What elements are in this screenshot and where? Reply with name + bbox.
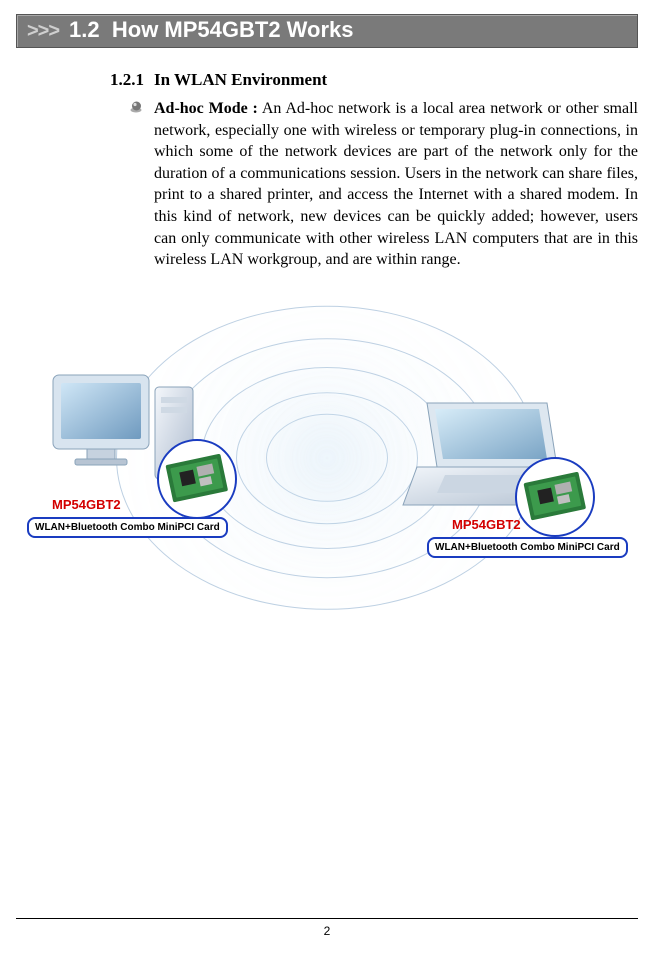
- body-text: An Ad-hoc network is a local area networ…: [154, 100, 638, 268]
- subsection-body-row: Ad-hoc Mode : An Ad-hoc network is a loc…: [16, 98, 638, 271]
- card-callout: WLAN+Bluetooth Combo MiniPCI Card: [27, 517, 228, 538]
- body-lead: Ad-hoc Mode :: [154, 100, 258, 117]
- header-title: 1.2 How MP54GBT2 Works: [69, 17, 353, 42]
- device-laptop: MP54GBT2 WLAN+Bluetooth Combo MiniPCI Ca…: [397, 397, 607, 532]
- product-label: MP54GBT2: [52, 497, 121, 512]
- bullet-icon: [130, 100, 144, 112]
- subsection-heading: 1.2.1 In WLAN Environment: [16, 70, 638, 90]
- header-chevrons: >>>: [27, 20, 59, 42]
- bullet-cell: [16, 98, 154, 118]
- subsection-title: In WLAN Environment: [154, 70, 327, 90]
- subsection-number: 1.2.1: [16, 70, 154, 90]
- section-header-bar: >>> 1.2 How MP54GBT2 Works: [16, 14, 638, 48]
- page-content: 1.2.1 In WLAN Environment Ad-hoc Mode : …: [16, 70, 638, 667]
- card-callout: WLAN+Bluetooth Combo MiniPCI Card: [427, 537, 628, 558]
- footer-rule: [16, 918, 638, 920]
- page-footer: 2: [16, 918, 638, 938]
- product-label: MP54GBT2: [452, 517, 521, 532]
- minipci-card-circle: [157, 439, 237, 519]
- minipci-card-circle: [515, 457, 595, 537]
- subsection-body: Ad-hoc Mode : An Ad-hoc network is a loc…: [154, 98, 638, 271]
- page-number: 2: [16, 924, 638, 938]
- device-desktop: MP54GBT2 WLAN+Bluetooth Combo MiniPCI Ca…: [47, 367, 257, 512]
- adhoc-diagram: MP54GBT2 WLAN+Bluetooth Combo MiniPCI Ca…: [47, 307, 607, 667]
